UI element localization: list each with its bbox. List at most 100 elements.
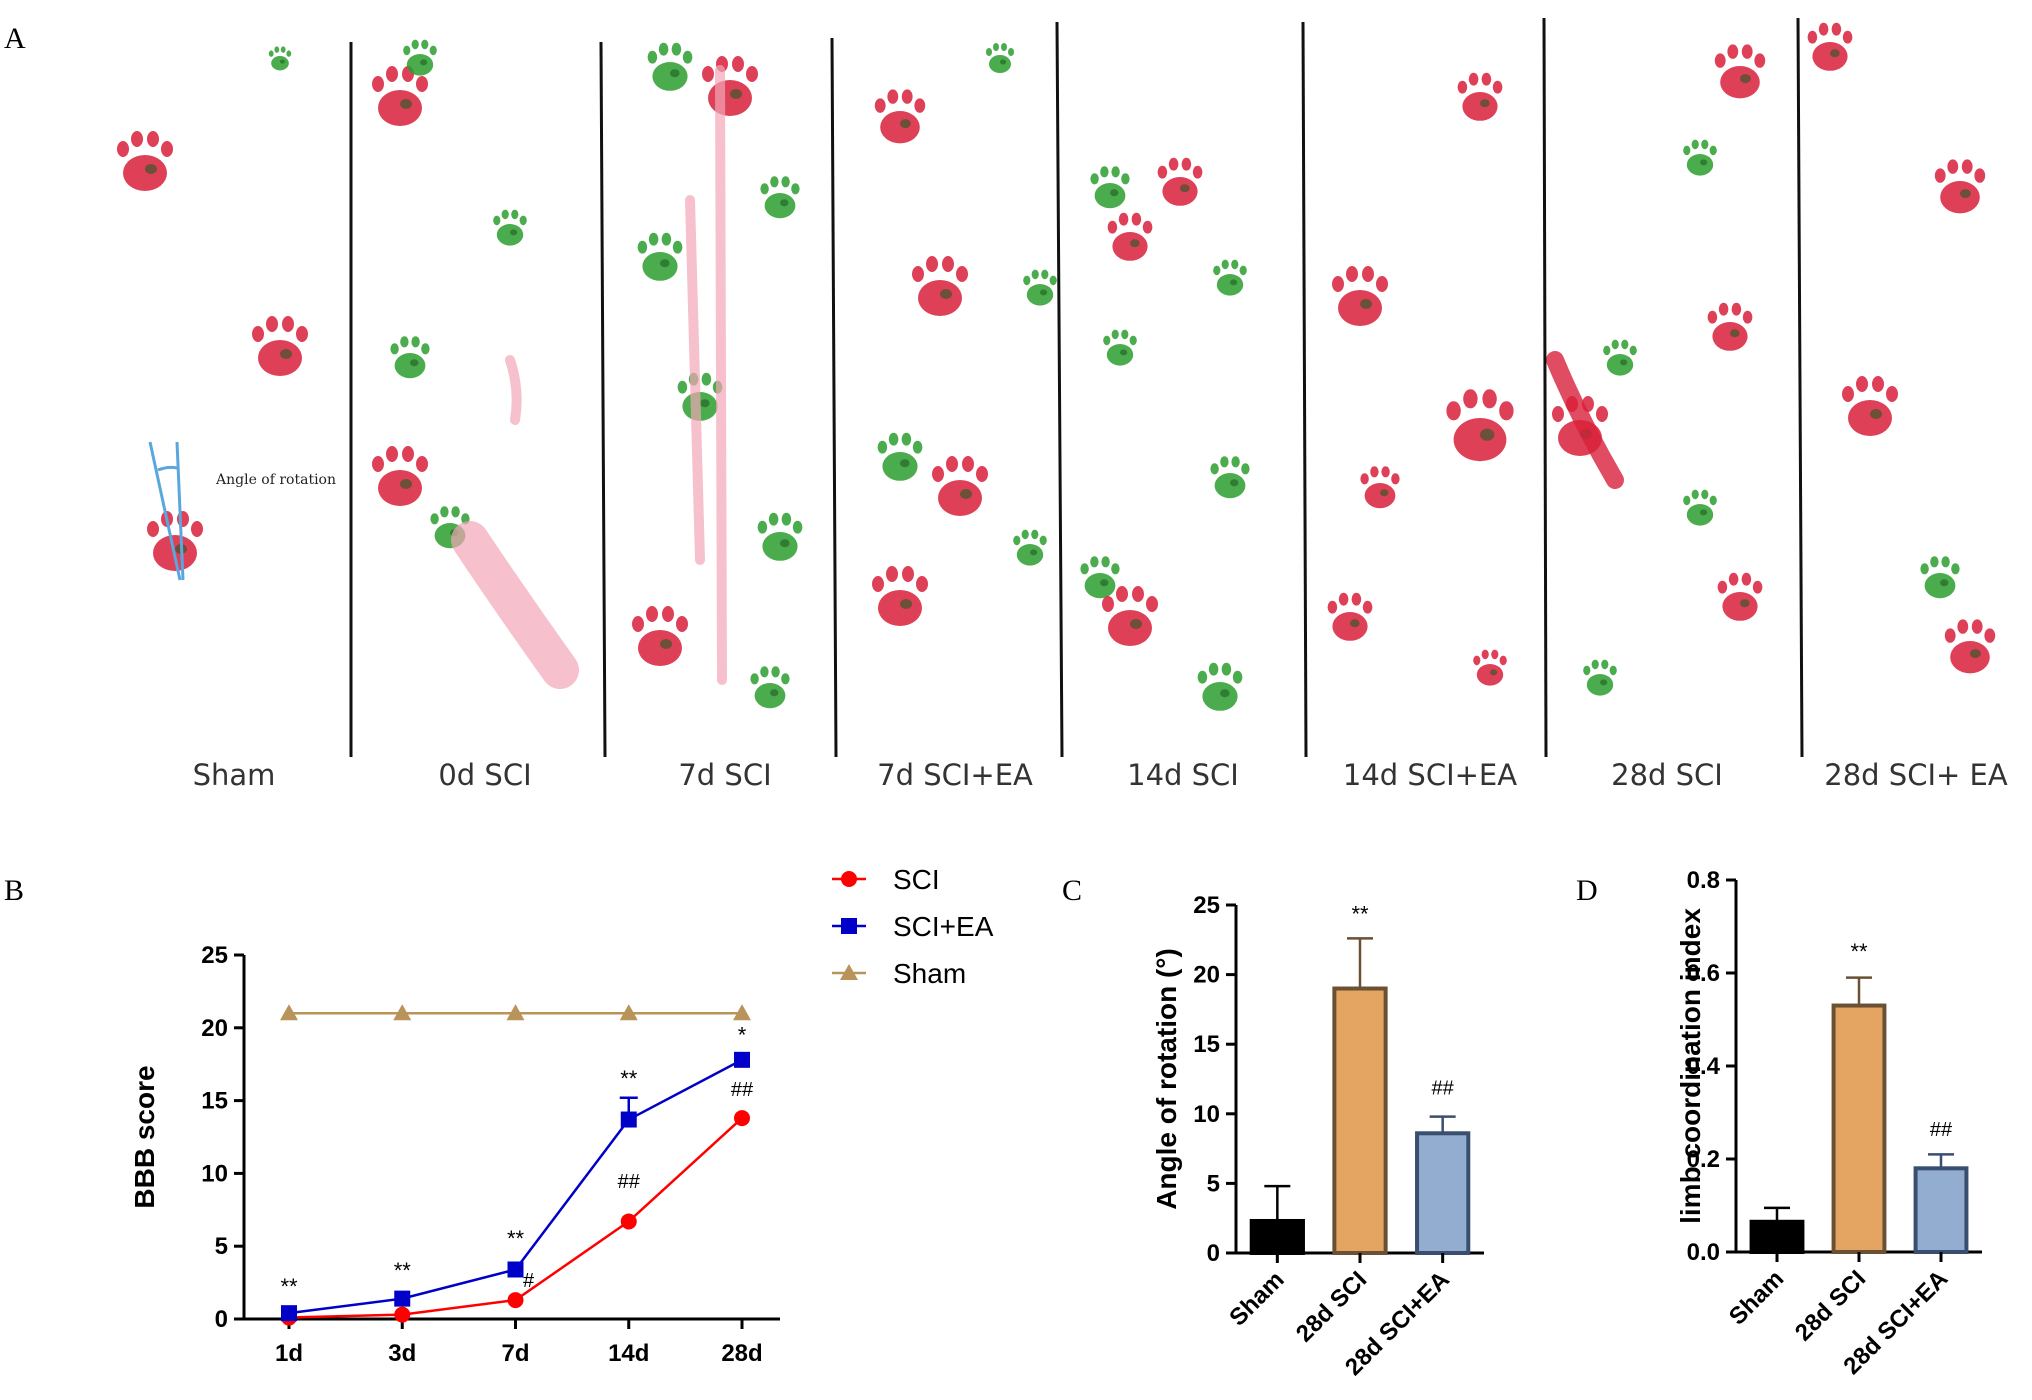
paw-toe [1957, 619, 1969, 634]
paw-shade [780, 539, 790, 548]
paw-toe [1103, 335, 1111, 346]
paw-toe [1220, 456, 1229, 468]
paw-toe [1213, 265, 1221, 276]
paw-print [390, 336, 430, 379]
paw-toe [1157, 165, 1168, 179]
paw-pad [394, 353, 426, 379]
paw-toe [286, 50, 292, 57]
paw-toe [280, 46, 286, 53]
bar-group [1749, 1206, 1805, 1255]
paw-shade [1120, 349, 1128, 356]
paw-toe [1741, 44, 1753, 59]
strip-divider [1542, 17, 1548, 758]
paw-toe [400, 336, 409, 348]
paw-toe [1742, 310, 1753, 324]
paw-toe [1691, 489, 1699, 500]
data-point [393, 1004, 412, 1021]
paw-toe [682, 50, 693, 64]
paw-toe [1023, 275, 1031, 286]
paw-toe [1221, 662, 1232, 676]
series-sci [281, 1110, 750, 1326]
paw-toe [1031, 529, 1039, 540]
paw-shade [770, 689, 779, 697]
paw-shade [410, 359, 419, 367]
strip-captions: Sham 0d SCI 7d SCI 7d SCI+EA 14d SCI 14d… [193, 758, 2008, 792]
paw-shade [1360, 299, 1372, 309]
paw-toe [1121, 173, 1130, 185]
paw-shade [1110, 189, 1119, 197]
paw-toe [493, 215, 501, 226]
paw-toe [658, 42, 669, 56]
footprint-panel [117, 22, 1996, 711]
paw-toe [1691, 139, 1699, 150]
paw-toe [872, 576, 884, 592]
paw-toe [902, 566, 914, 582]
paw-toe [1351, 592, 1362, 606]
paw-toe [147, 521, 159, 537]
bar-group [1332, 937, 1388, 1256]
paw-toe [1920, 563, 1929, 575]
data-point [394, 1306, 411, 1323]
paw-print [1157, 157, 1203, 206]
strip-caption: 28d SCI [1611, 758, 1723, 792]
paw-pad [1462, 92, 1498, 121]
paw-shade [1620, 359, 1628, 366]
paw-toe [932, 466, 944, 482]
paw-toe [1701, 489, 1709, 500]
bar [1415, 1131, 1471, 1255]
paw-toe [1338, 592, 1349, 606]
paw-toe [901, 89, 913, 104]
paw-pad [1016, 544, 1044, 566]
paw-print [1807, 22, 1853, 71]
strip-divider [830, 37, 838, 758]
paw-pad [754, 683, 786, 709]
bar-group [1913, 1153, 1969, 1255]
paw-print [1210, 456, 1250, 499]
paw-toe [781, 176, 790, 188]
x-tick-label: 7d [501, 1340, 529, 1367]
paw-toe [1473, 655, 1481, 666]
paw-toe [946, 456, 958, 472]
legend-item: SCI [832, 864, 940, 895]
paw-toe [161, 141, 173, 157]
drag-mark [715, 65, 727, 685]
paw-toe [1101, 556, 1110, 568]
x-tick-label: 14d [608, 1340, 649, 1367]
paw-print [1717, 572, 1763, 621]
paw-toe [117, 141, 129, 157]
paw-toe [421, 39, 429, 50]
paw-toe [1683, 145, 1691, 156]
paw-toe [1031, 269, 1039, 280]
paw-toe [1001, 43, 1007, 51]
paw-toe [1231, 259, 1239, 270]
paw-print [877, 432, 923, 481]
paw-toe [647, 50, 658, 64]
paw-toe [1391, 473, 1400, 485]
paw-print [1013, 529, 1047, 566]
paw-toe [1231, 456, 1240, 468]
paw-pad [1712, 322, 1748, 351]
paw-toe [451, 506, 460, 518]
paw-shade [1180, 184, 1190, 193]
significance-label: ## [618, 1171, 641, 1193]
paw-shade [1030, 549, 1038, 556]
data-point [620, 1213, 637, 1230]
y-tick-label: 25 [201, 942, 228, 969]
paw-toe [1111, 329, 1119, 340]
paw-toe [1947, 159, 1959, 174]
paw-toe [661, 232, 672, 246]
strip-divider [1055, 21, 1064, 758]
paw-shade [1700, 159, 1708, 166]
paw-toe [1754, 53, 1766, 68]
paw-pad [764, 193, 796, 219]
data-point [734, 1110, 750, 1127]
paw-toe [1381, 466, 1390, 478]
paw-shade [1700, 509, 1708, 516]
paw-toe [403, 45, 411, 56]
strip-caption: Sham [193, 758, 276, 792]
paw-toe [760, 183, 769, 195]
drag-mark [505, 355, 522, 425]
paw-pad [878, 590, 922, 626]
paw-toe [1886, 386, 1898, 402]
paw-toe [1741, 572, 1752, 586]
